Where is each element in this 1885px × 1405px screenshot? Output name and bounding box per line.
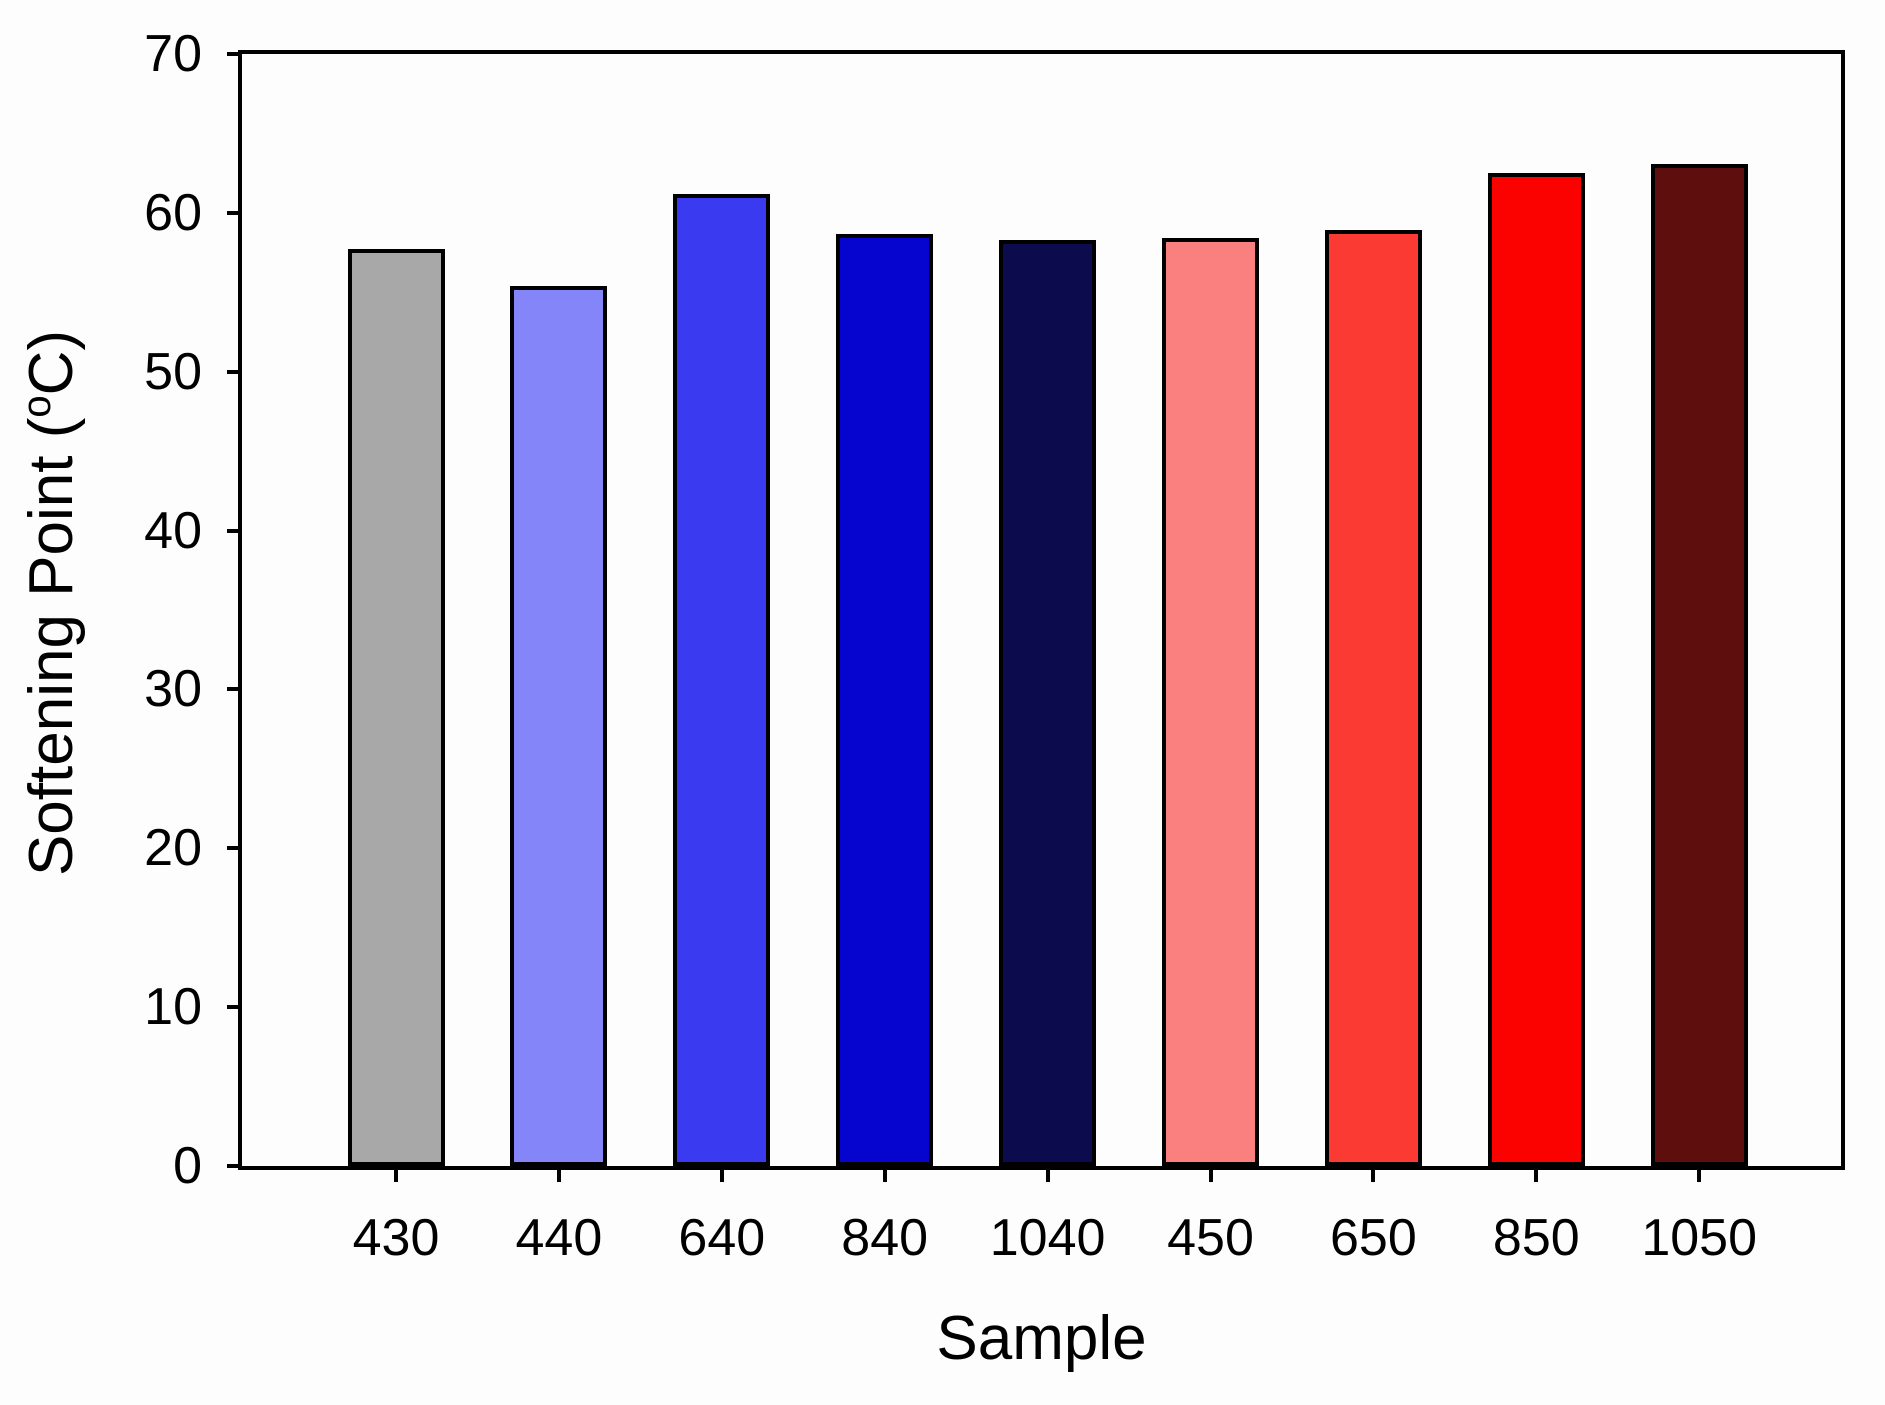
y-tick-0 [227,1164,242,1168]
x-tick-640 [719,1166,724,1182]
bar-sample-840 [836,233,934,1166]
x-axis-title: Sample [936,1304,1147,1373]
x-tick-label-850: 850 [1492,1209,1580,1267]
y-tick-40 [227,528,242,533]
x-tick-label-1050: 1050 [1641,1209,1758,1267]
bar-sample-640 [673,193,771,1166]
y-tick-label-10: 10 [144,978,202,1037]
bar-sample-450 [1162,238,1259,1166]
x-tick-label-440: 440 [515,1209,603,1267]
x-tick-label-450: 450 [1167,1209,1254,1267]
bar-sample-1050 [1650,163,1748,1166]
x-tick-label-840: 840 [841,1209,929,1267]
y-tick-50 [227,369,242,374]
x-tick-440 [556,1166,561,1182]
y-tick-label-30: 30 [144,660,202,719]
x-tick-650 [1371,1166,1376,1182]
bar-sample-440 [510,285,608,1166]
y-tick-label-40: 40 [144,501,202,560]
x-tick-label-650: 650 [1330,1209,1417,1267]
x-tick-840 [882,1166,887,1182]
y-axis-title-unit: C) [17,329,86,396]
x-tick-850 [1534,1166,1539,1182]
x-tick-label-640: 640 [678,1209,766,1267]
y-tick-30 [227,687,242,692]
y-tick-label-0: 0 [173,1137,202,1195]
y-tick-label-50: 50 [144,342,202,401]
y-tick-60 [227,210,242,215]
y-tick-20 [227,846,242,851]
bar-sample-650 [1324,230,1422,1166]
x-tick-1050 [1697,1166,1702,1182]
y-tick-label-60: 60 [144,183,202,242]
y-axis-title: Softening Point (oC) [15,133,86,1073]
x-tick-430 [394,1166,398,1182]
y-tick-10 [227,1005,242,1010]
y-tick-70 [227,52,242,56]
bar-sample-850 [1487,173,1585,1166]
degree-superscript: o [15,395,59,418]
y-tick-label-20: 20 [144,819,202,878]
x-tick-label-1040: 1040 [989,1209,1106,1267]
x-tick-1040 [1045,1166,1050,1182]
y-axis-title-text: Softening Point ( [17,417,86,877]
y-tick-label-70: 70 [144,25,202,83]
x-tick-450 [1208,1166,1213,1182]
bar-sample-1040 [999,239,1097,1166]
x-tick-label-430: 430 [352,1209,440,1267]
bar-sample-430 [347,249,445,1166]
plot-area: 430 440 640 840 1040 450 650 850 1050 0 10 20 30 40 50… [144,28,1845,1264]
